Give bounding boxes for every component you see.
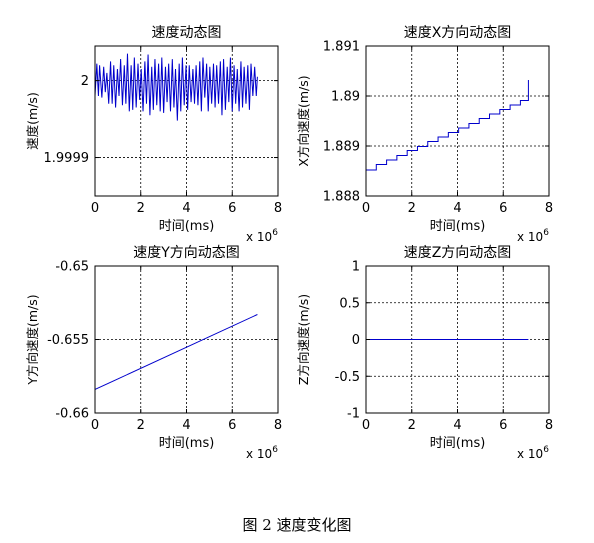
y-tick-label: -0.5 [335,370,360,385]
chart-title: 速度Z方向动态图 [404,245,512,261]
y-tick-label: 1.889 [323,140,360,155]
x-axis-label: 时间(ms) [159,219,215,234]
x-multiplier-exponent: 6 [543,445,549,455]
y-tick-label: 2 [81,74,89,89]
y-tick-label: 0 [352,333,360,348]
x-multiplier: x 106 [246,445,278,461]
x-multiplier: x 106 [246,228,278,244]
x-multiplier-exponent: 6 [543,228,549,238]
x-axis-label: 时间(ms) [159,436,215,451]
x-multiplier: x 106 [517,228,549,244]
x-tick-label: 2 [137,201,145,216]
y-axis-label: X方向速度(m/s) [296,75,311,166]
y-axis-label: Y方向速度(m/s) [25,294,40,385]
y-axis-label: Z方向速度(m/s) [296,294,311,385]
x-tick-label: 0 [362,201,370,216]
x-tick-label: 8 [545,201,553,216]
x-tick-label: 6 [499,418,507,433]
y-tick-label: 0.5 [339,296,360,311]
x-multiplier-base: x 10 [517,230,543,244]
x-tick-label: 6 [228,418,236,433]
x-axis-label: 时间(ms) [430,219,486,234]
x-axis-label: 时间(ms) [430,436,486,451]
chart-title: 速度X方向动态图 [404,25,512,41]
x-multiplier-exponent: 6 [272,228,278,238]
chart-title: 速度Y方向动态图 [133,245,240,261]
y-tick-label: 1 [352,260,360,275]
series-line-1 [366,80,529,171]
figure-caption: 图 2 速度变化图 [242,516,352,534]
x-tick-label: 0 [91,201,99,216]
x-tick-label: 2 [408,418,416,433]
x-tick-label: 8 [274,201,282,216]
y-axis-label: 速度(m/s) [25,92,40,150]
y-tick-label: -0.66 [55,407,89,422]
x-multiplier-base: x 10 [517,447,543,461]
y-tick-label: -0.655 [47,333,89,348]
x-tick-label: 0 [362,418,370,433]
y-tick-label: 1.888 [323,190,360,205]
y-tick-label: 1.891 [323,40,360,55]
chart-title: 速度动态图 [152,25,222,41]
y-tick-label: -1 [347,407,360,422]
x-tick-label: 6 [228,201,236,216]
plot-area [366,46,549,196]
x-multiplier: x 106 [517,445,549,461]
x-tick-label: 4 [453,418,461,433]
x-tick-label: 2 [408,201,416,216]
x-tick-label: 2 [137,418,145,433]
x-tick-label: 4 [182,201,190,216]
y-tick-label: 1.9999 [44,151,90,166]
x-tick-label: 8 [545,418,553,433]
series-line-1 [94,314,258,390]
x-multiplier-base: x 10 [246,447,272,461]
y-tick-label: 1.89 [331,90,360,105]
x-tick-label: 4 [182,418,190,433]
x-multiplier-exponent: 6 [272,445,278,455]
x-tick-label: 8 [274,418,282,433]
x-multiplier-base: x 10 [246,230,272,244]
x-tick-label: 6 [499,201,507,216]
x-tick-label: 4 [453,201,461,216]
x-tick-label: 0 [91,418,99,433]
series-line-1 [94,53,258,121]
y-tick-label: -0.65 [55,260,89,275]
